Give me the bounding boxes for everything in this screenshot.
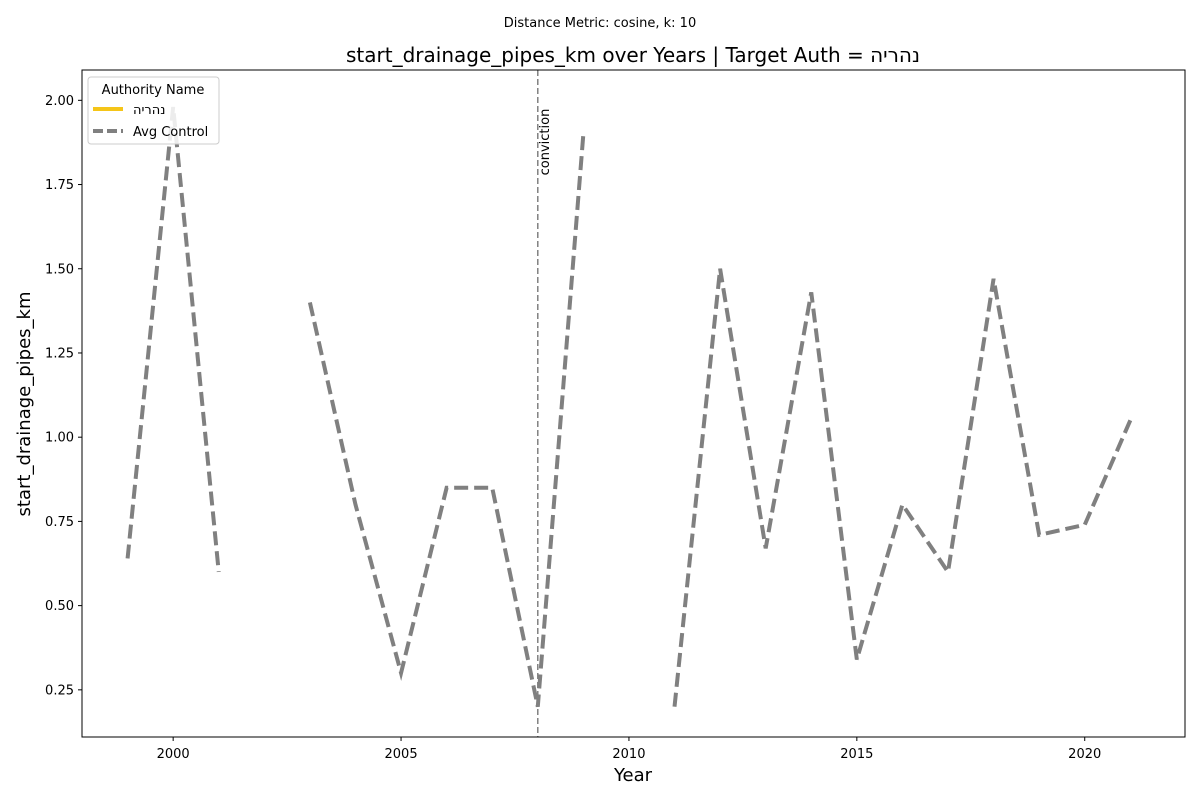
y-axis-label: start_drainage_pipes_km bbox=[14, 292, 35, 517]
x-axis-ticks: 2000 2005 2010 2015 2020 bbox=[157, 737, 1101, 762]
legend-label-target: נהריה bbox=[133, 103, 165, 118]
y-tick-label: 0.75 bbox=[45, 515, 74, 530]
avg-control-line-segment-2 bbox=[672, 268, 1133, 707]
plot-area: conviction bbox=[125, 70, 1133, 737]
chart-title: start_drainage_pipes_km over Years | Tar… bbox=[346, 43, 920, 67]
legend-label-avg-control: Avg Control bbox=[133, 125, 208, 140]
x-axis-label: Year bbox=[613, 765, 653, 786]
x-tick-label: 2010 bbox=[612, 747, 645, 762]
y-tick-label: 1.50 bbox=[45, 262, 74, 277]
chart-suptitle: Distance Metric: cosine, k: 10 bbox=[504, 16, 696, 31]
legend-title: Authority Name bbox=[102, 83, 205, 98]
legend: Authority Name נהריה Avg Control bbox=[87, 76, 220, 145]
x-tick-label: 2005 bbox=[385, 747, 418, 762]
x-tick-label: 2000 bbox=[157, 747, 190, 762]
legend-box bbox=[87, 76, 220, 145]
x-tick-label: 2015 bbox=[840, 747, 873, 762]
y-tick-label: 1.75 bbox=[45, 178, 74, 193]
y-tick-label: 0.50 bbox=[45, 599, 74, 614]
y-axis-ticks: 0.25 0.50 0.75 1.00 1.25 1.50 1.75 2.00 bbox=[45, 94, 82, 698]
avg-control-line-segment-0 bbox=[125, 106, 221, 573]
plot-frame bbox=[81, 69, 1186, 738]
conviction-label: conviction bbox=[538, 109, 553, 176]
y-tick-label: 2.00 bbox=[45, 94, 74, 109]
y-tick-label: 1.25 bbox=[45, 346, 74, 361]
x-tick-label: 2020 bbox=[1068, 747, 1101, 762]
y-tick-label: 1.00 bbox=[45, 431, 74, 446]
y-tick-label: 0.25 bbox=[45, 683, 74, 698]
avg-control-line-segment-1 bbox=[307, 133, 586, 708]
